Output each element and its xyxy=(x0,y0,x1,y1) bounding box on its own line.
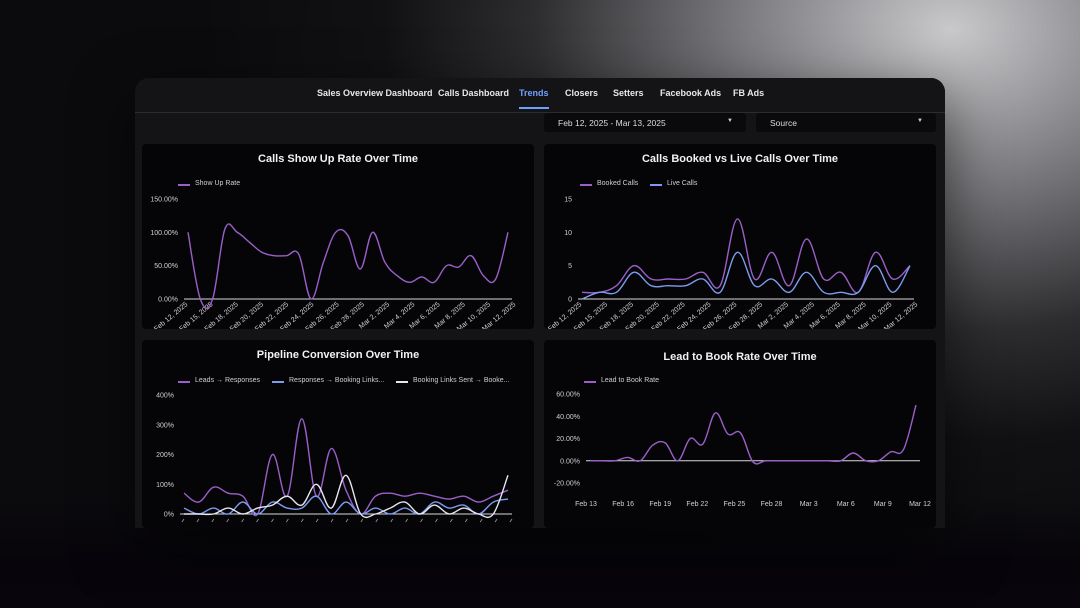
x-tick-mark xyxy=(509,518,513,523)
legend-label: Booking Links Sent → Booke... xyxy=(413,377,510,384)
x-tick-mark xyxy=(360,518,364,523)
x-tick-mark xyxy=(196,518,200,523)
series-line-0 xyxy=(183,418,509,517)
y-tick-label: 5 xyxy=(568,263,572,270)
x-tick-mark xyxy=(450,518,453,523)
legend-label: Leads → Responses xyxy=(195,377,260,384)
tab-trends[interactable]: Trends xyxy=(519,88,549,109)
y-tick-label: 150.00% xyxy=(150,197,178,204)
x-tick-mark xyxy=(330,518,334,523)
x-tick-mark xyxy=(226,518,230,523)
series-line-0 xyxy=(589,404,917,465)
chevron-down-icon: ▼ xyxy=(917,118,923,124)
x-tick-mark xyxy=(375,518,379,523)
y-tick-label: 15 xyxy=(564,197,572,204)
x-tick-label: Mar 9 xyxy=(874,501,892,508)
y-tick-label: 100.00% xyxy=(150,230,178,237)
tab-closers[interactable]: Closers xyxy=(565,88,599,98)
chevron-down-icon: ▼ xyxy=(727,118,733,124)
x-tick-label: Mar 6 xyxy=(837,501,855,508)
chart-plot: -20.00% 0.00% 20.00% 40.00% 60.00% Feb 13 Feb … xyxy=(554,392,931,509)
dashboard-window: Sales Overview Dashboard Calls Dashboard… xyxy=(135,78,945,528)
legend-label: Live Calls xyxy=(667,180,698,187)
series-line-1 xyxy=(183,495,509,515)
y-tick-label: 200% xyxy=(156,452,174,459)
legend-swatch xyxy=(584,381,596,383)
y-tick-label: 0.00% xyxy=(560,458,580,465)
x-tick-mark xyxy=(256,518,259,523)
x-tick-mark xyxy=(300,518,304,523)
series-line-0 xyxy=(581,218,911,294)
x-tick-mark xyxy=(241,518,244,523)
legend-swatch xyxy=(272,381,284,383)
x-tick-mark xyxy=(494,518,498,523)
y-tick-label: 0% xyxy=(164,512,174,519)
y-tick-label: -20.00% xyxy=(554,481,580,488)
date-range-label: Feb 12, 2025 - Mar 13, 2025 xyxy=(558,118,666,128)
source-label: Source xyxy=(770,118,797,128)
series-line-0 xyxy=(187,223,509,309)
y-tick-label: 60.00% xyxy=(556,392,580,399)
x-tick-mark xyxy=(211,518,215,523)
chart-panel-lead-to-book: Lead to Book Rate Over Time Lead to Book… xyxy=(544,340,936,528)
x-tick-label: Feb 28 xyxy=(761,501,783,508)
y-tick-label: 50.00% xyxy=(154,263,178,270)
tab-setters[interactable]: Setters xyxy=(613,88,644,98)
y-tick-label: 100% xyxy=(156,482,174,489)
x-tick-mark xyxy=(464,518,468,523)
y-tick-label: 10 xyxy=(564,230,572,237)
date-range-select[interactable]: Feb 12, 2025 - Mar 13, 2025 ▼ xyxy=(544,113,746,132)
chart-panel-booked-vs-live: Calls Booked vs Live Calls Over Time Boo… xyxy=(544,144,936,329)
y-tick-label: 40.00% xyxy=(556,414,580,421)
x-tick-label: Feb 25 xyxy=(724,501,746,508)
legend-label: Booked Calls xyxy=(597,180,639,187)
y-tick-label: 0 xyxy=(568,297,572,304)
legend-swatch xyxy=(396,381,408,383)
x-tick-label: Mar 12 xyxy=(909,501,931,508)
x-tick-label: Feb 22 xyxy=(686,501,708,508)
tab-sales-overview[interactable]: Sales Overview Dashboard xyxy=(317,88,433,98)
series-line-2 xyxy=(184,474,509,519)
legend-label: Responses → Booking Links... xyxy=(289,377,385,384)
x-tick-mark xyxy=(345,518,349,523)
legend-label: Show Up Rate xyxy=(195,180,241,187)
chart-title: Calls Show Up Rate Over Time xyxy=(258,153,418,165)
chart-title: Calls Booked vs Live Calls Over Time xyxy=(641,153,839,165)
x-tick-mark xyxy=(271,518,274,523)
x-tick-label: Feb 16 xyxy=(612,501,634,508)
chart-panel-pipeline-conversion: Pipeline Conversion Over Time Leads → Re… xyxy=(142,340,534,528)
chart-panel-show-up-rate: Calls Show Up Rate Over Time Show Up Rat… xyxy=(142,144,534,329)
x-tick-label: Feb 13 xyxy=(575,501,597,508)
chart-title: Pipeline Conversion Over Time xyxy=(256,349,420,361)
tab-calls-dashboard[interactable]: Calls Dashboard xyxy=(438,88,510,98)
x-tick-mark xyxy=(390,518,394,523)
x-tick-mark xyxy=(315,518,319,523)
y-tick-label: 0.00% xyxy=(158,297,178,304)
tab-bar: Sales Overview Dashboard Calls Dashboard… xyxy=(135,78,945,113)
tab-facebook-ads[interactable]: Facebook Ads xyxy=(660,88,722,98)
x-tick-label: Feb 19 xyxy=(649,501,671,508)
chart-plot: 0% 100% 200% 300% 400% xyxy=(156,393,513,523)
x-tick-mark xyxy=(181,518,185,523)
x-tick-mark xyxy=(420,518,423,523)
y-tick-label: 20.00% xyxy=(556,436,580,443)
series-line-1 xyxy=(581,251,911,300)
x-tick-label: Mar 3 xyxy=(800,501,818,508)
source-select[interactable]: Source ▼ xyxy=(756,113,936,132)
x-tick-mark xyxy=(405,518,408,523)
y-tick-label: 400% xyxy=(156,393,174,400)
x-tick-mark xyxy=(286,518,289,523)
legend-swatch xyxy=(178,184,190,186)
y-tick-label: 300% xyxy=(156,422,174,429)
tab-fb-ads[interactable]: FB Ads xyxy=(733,88,765,98)
legend-swatch xyxy=(650,184,662,186)
legend-swatch xyxy=(178,381,190,383)
chart-plot: 0.00%50.00%100.00%150.00%Feb 12, 2025Feb… xyxy=(150,197,517,330)
legend-swatch xyxy=(580,184,592,186)
x-tick-mark xyxy=(479,518,483,523)
legend-label: Lead to Book Rate xyxy=(601,377,659,384)
chart-title: Lead to Book Rate Over Time xyxy=(663,351,817,363)
x-tick-mark xyxy=(435,518,438,523)
